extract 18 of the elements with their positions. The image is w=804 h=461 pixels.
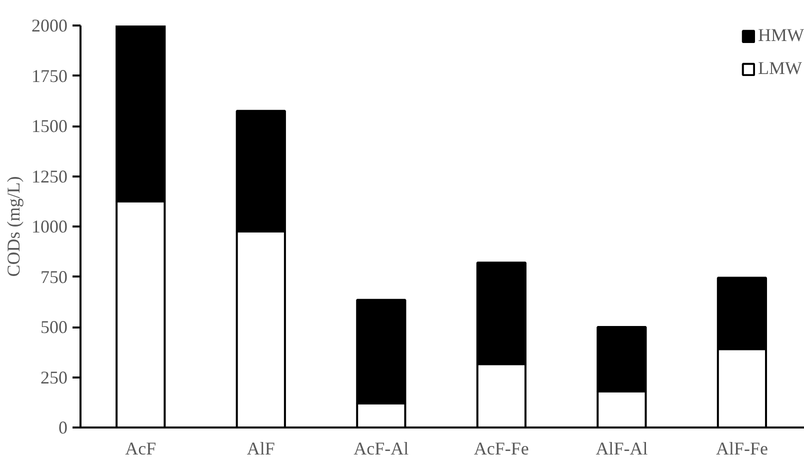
x-tick-label: AcF-Fe xyxy=(474,438,529,458)
y-axis-title: CODs (mg/L) xyxy=(4,176,24,277)
x-tick-label: AcF-Al xyxy=(354,438,409,458)
y-tick-label: 0 xyxy=(58,418,68,438)
y-tick-label: 500 xyxy=(40,317,68,337)
y-tick-label: 1500 xyxy=(32,116,68,136)
y-tick-label: 2000 xyxy=(32,16,68,36)
x-tick-label: AlF-Al xyxy=(596,438,648,458)
y-tick-label: 1250 xyxy=(32,166,68,186)
x-tick-label: AcF xyxy=(125,438,156,458)
x-tick-label: AlF-Fe xyxy=(716,438,768,458)
legend-label: HMW xyxy=(758,25,804,46)
legend-label: LMW xyxy=(758,58,802,79)
y-tick-label: 750 xyxy=(40,266,68,287)
y-tick-label: 250 xyxy=(40,367,68,388)
x-tick-label: AlF xyxy=(246,438,275,458)
y-tick-label: 1000 xyxy=(32,216,68,236)
y-tick-label: 1750 xyxy=(32,66,68,86)
